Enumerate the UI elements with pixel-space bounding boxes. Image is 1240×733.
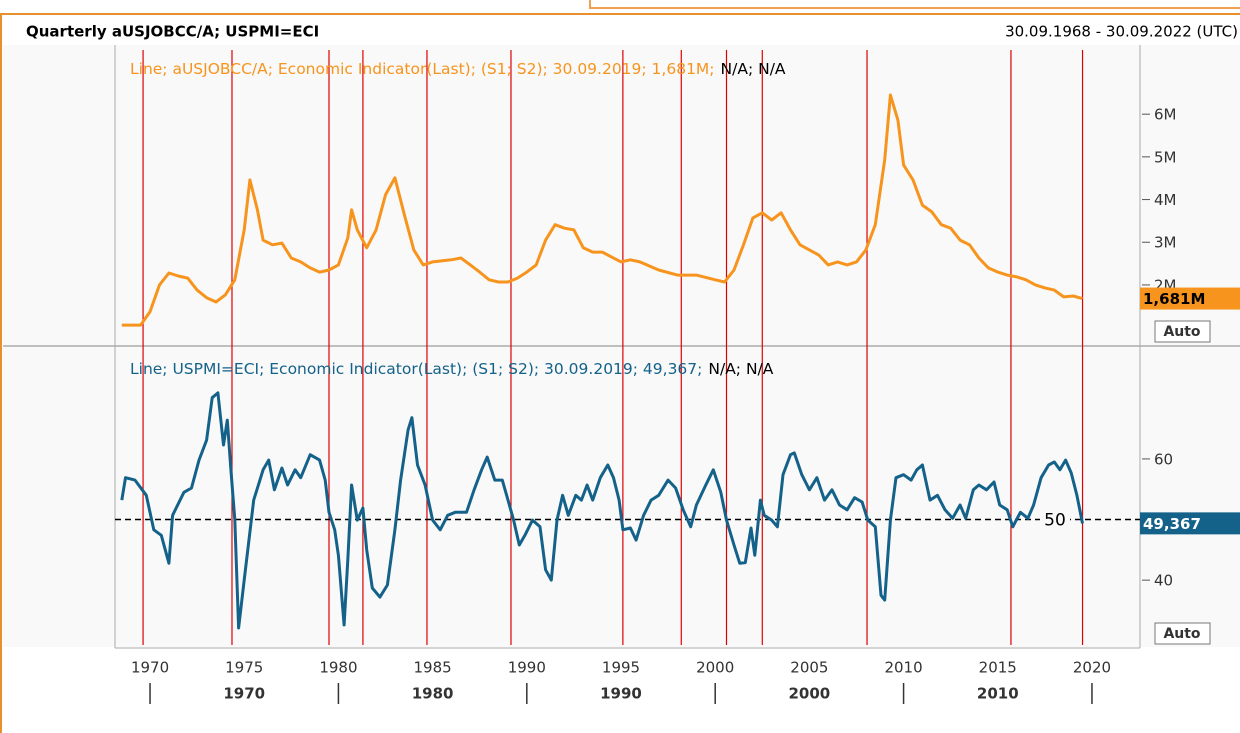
frame: [0, 13, 1240, 733]
x-tick-label: 2000: [696, 659, 734, 677]
x-tick-label: 1995: [602, 659, 640, 677]
legend-entry: Line; aUSJOBCC/A; Economic Indicator(Las…: [130, 60, 786, 78]
x-tick-label: 1975: [225, 659, 263, 677]
scale-mode-box: [1154, 320, 1211, 343]
last-value-label: 1,681M: [1143, 290, 1205, 308]
y-tick-label: 4M: [1154, 191, 1177, 209]
scale-mode-label: Auto: [1163, 324, 1200, 340]
panel-top: [3, 45, 1240, 346]
panel-bottom: [3, 347, 1240, 647]
reference-label-bg: [1040, 508, 1070, 531]
x-decade-label: 1970: [223, 685, 265, 703]
legend-note: N/A; N/A: [721, 60, 786, 78]
x-decade-label: 2000: [789, 685, 831, 703]
x-tick-label: 1980: [319, 659, 357, 677]
x-tick-label: 2020: [1073, 659, 1111, 677]
reference-label: 50: [1044, 511, 1066, 531]
scale-mode-box: [1154, 622, 1211, 645]
legend-note: N/A; N/A: [708, 360, 773, 378]
x-decade-label: 2010: [977, 685, 1019, 703]
y-tick-label: 6M: [1154, 106, 1177, 124]
x-tick-label: 1990: [508, 659, 546, 677]
x-decade-label: 1980: [412, 685, 454, 703]
series-line: [120, 391, 1084, 630]
series-line: [121, 93, 1083, 327]
header-range: 30.09.1968 - 30.09.2022 (UTC): [1005, 23, 1238, 41]
x-decade-label: 1990: [600, 685, 642, 703]
x-tick-label: 2015: [979, 659, 1017, 677]
y-tick-label: 60: [1154, 450, 1173, 468]
x-tick-label: 1970: [131, 659, 169, 677]
y-tick-label: 5M: [1154, 148, 1177, 166]
legend-entry: Line; USPMI=ECI; Economic Indicator(Last…: [130, 360, 774, 378]
last-value-label: 49,367: [1143, 515, 1201, 533]
legend-series-name: Line; aUSJOBCC/A; Economic Indicator(Las…: [130, 60, 715, 78]
window-edge: [589, 0, 1240, 9]
x-tick-label: 2005: [790, 659, 828, 677]
scale-mode-label: Auto: [1163, 626, 1200, 642]
header-title: Quarterly aUSJOBCC/A; USPMI=ECI: [26, 23, 319, 41]
last-value-tag: [1140, 287, 1240, 310]
legend-series-name: Line; USPMI=ECI; Economic Indicator(Last…: [130, 360, 702, 378]
y-tick-label: 3M: [1154, 234, 1177, 252]
last-value-tag: [1140, 512, 1240, 535]
plot-layer: 1970 1975 1980 1985 1990 1995 2000 2005 2010 2015…: [115, 50, 1240, 704]
x-tick-label: 2010: [884, 659, 922, 677]
y-tick-label: 40: [1154, 572, 1173, 590]
x-tick-label: 1985: [414, 659, 452, 677]
